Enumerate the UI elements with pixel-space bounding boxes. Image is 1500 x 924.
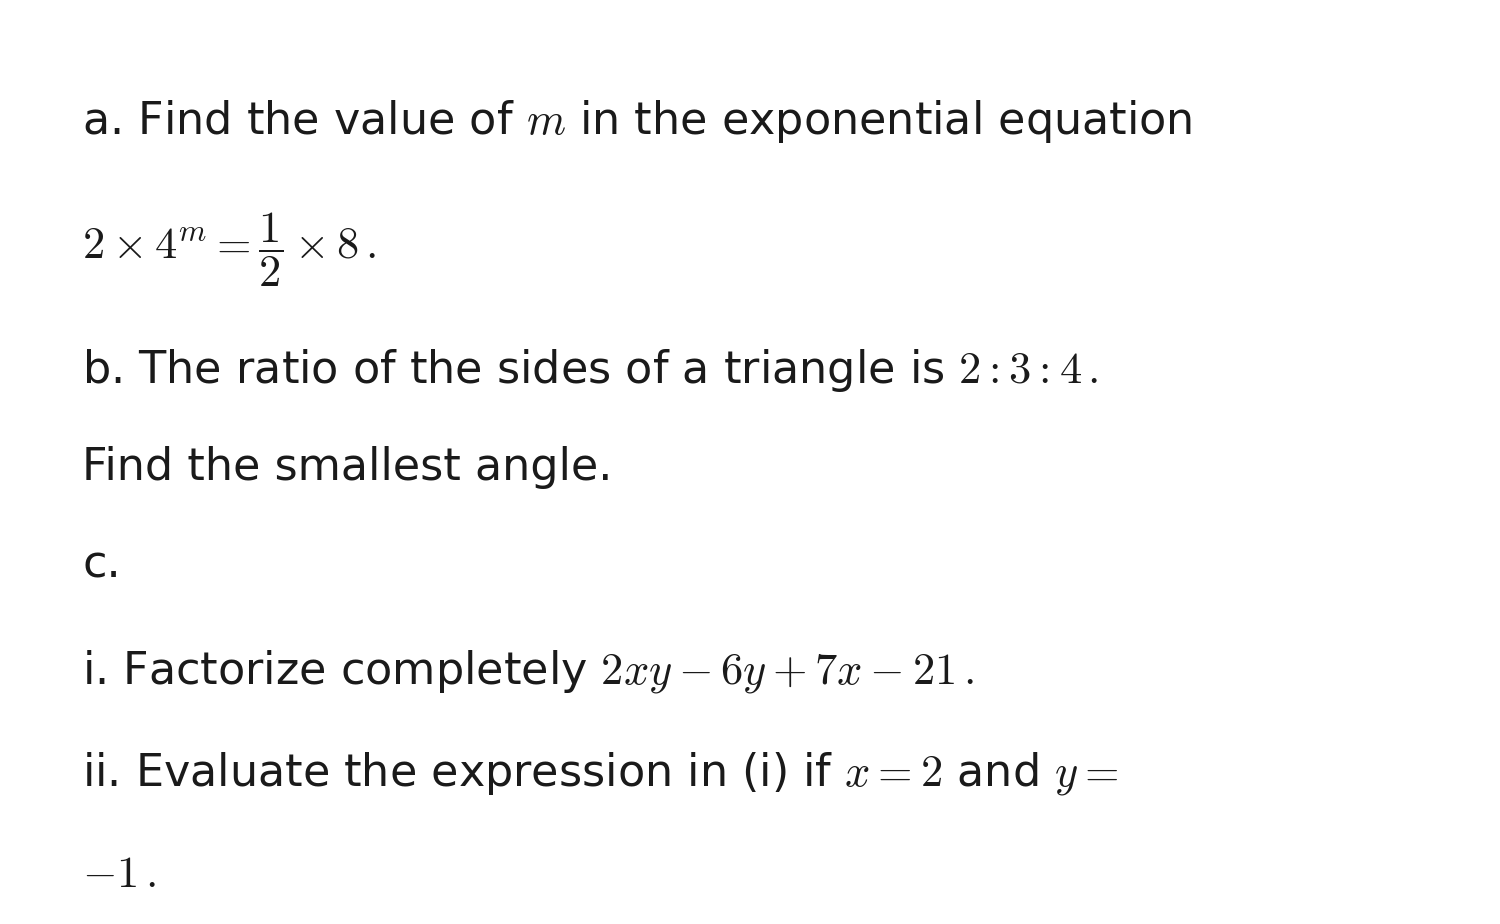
Text: c.: c. xyxy=(82,543,122,587)
Text: $2 \times 4^{m} = \dfrac{1}{2} \times 8\,.$: $2 \times 4^{m} = \dfrac{1}{2} \times 8\… xyxy=(82,211,376,289)
Text: ii. Evaluate the expression in (i) if $x = 2$ and $y =$: ii. Evaluate the expression in (i) if $x… xyxy=(82,750,1119,796)
Text: i. Factorize completely $2xy - 6y + 7x - 21\,.$: i. Factorize completely $2xy - 6y + 7x -… xyxy=(82,649,975,695)
Text: b. The ratio of the sides of a triangle is $2:3:4\,.$: b. The ratio of the sides of a triangle … xyxy=(82,347,1100,395)
Text: Find the smallest angle.: Find the smallest angle. xyxy=(82,446,614,490)
Text: a. Find the value of $m$ in the exponential equation: a. Find the value of $m$ in the exponent… xyxy=(82,98,1192,145)
Text: $-1\,.$: $-1\,.$ xyxy=(82,853,156,896)
